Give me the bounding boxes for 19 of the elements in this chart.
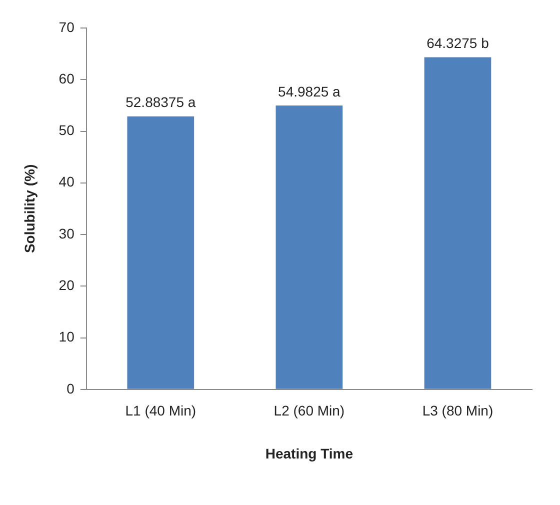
bar — [276, 106, 343, 389]
y-tick-label: 70 — [58, 18, 75, 35]
x-axis-title: Heating Time — [265, 445, 354, 462]
y-tick-label: 50 — [58, 122, 75, 138]
data-label: 52.88375 a — [126, 94, 196, 110]
bar — [127, 116, 194, 389]
y-tick-label: 60 — [58, 70, 75, 86]
y-tick-label: 0 — [66, 380, 75, 396]
bar — [424, 57, 492, 389]
y-tick-label: 40 — [58, 174, 75, 190]
y-tick-label: 30 — [58, 225, 75, 242]
x-tick-label: L2 (60 Min) — [274, 402, 345, 419]
data-label: 54.9825 a — [278, 83, 341, 100]
y-axis-title: Solubility (%) — [21, 164, 38, 254]
x-tick-label: L1 (40 Min) — [125, 402, 196, 419]
data-label: 64.3275 b — [426, 35, 490, 52]
x-tick-label: L3 (80 Min) — [422, 402, 494, 419]
y-tick-label: 20 — [58, 277, 75, 293]
y-tick-label: 10 — [58, 328, 75, 345]
